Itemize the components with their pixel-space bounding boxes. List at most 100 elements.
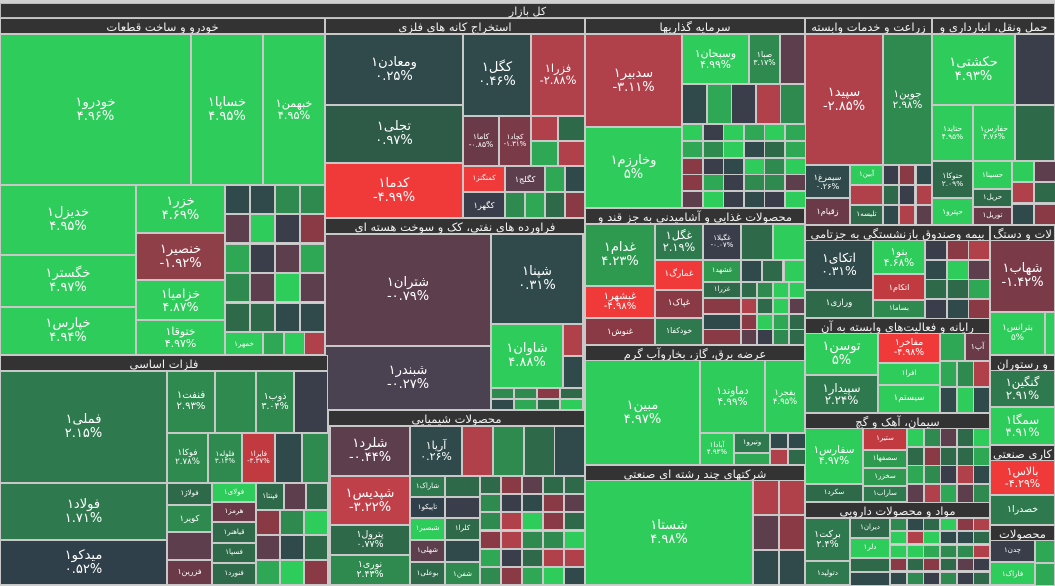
stock-tile[interactable]: تاپیکو۱ bbox=[410, 497, 445, 518]
stock-tile-small[interactable] bbox=[215, 371, 256, 433]
stock-tile-small[interactable] bbox=[1012, 161, 1034, 182]
stock-tile-small[interactable] bbox=[907, 428, 924, 447]
stock-tile-small[interactable] bbox=[916, 205, 932, 225]
stock-tile[interactable]: آبین۱ bbox=[850, 165, 883, 185]
stock-tile-small[interactable] bbox=[275, 433, 302, 483]
stock-tile[interactable]: ونیرو۱ bbox=[734, 433, 770, 453]
stock-tile-small[interactable] bbox=[757, 329, 773, 345]
stock-tile-small[interactable] bbox=[275, 303, 300, 332]
stock-tile-small[interactable] bbox=[493, 426, 524, 476]
stock-tile-small[interactable] bbox=[275, 244, 300, 273]
stock-tile-small[interactable] bbox=[167, 532, 212, 560]
stock-tile[interactable]: خزر۱ ۴.۶۹% bbox=[136, 185, 225, 233]
stock-tile-small[interactable] bbox=[250, 273, 275, 302]
stock-tile-small[interactable] bbox=[505, 192, 525, 218]
stock-tile[interactable]: کچاد۱ -۱.۳۱% bbox=[499, 116, 531, 166]
stock-tile[interactable]: توریل۱ bbox=[973, 207, 1012, 225]
stock-tile-small[interactable] bbox=[501, 476, 522, 494]
stock-tile-small[interactable] bbox=[940, 518, 957, 531]
stock-tile-small[interactable] bbox=[789, 314, 805, 330]
stock-tile-small[interactable] bbox=[682, 124, 703, 141]
stock-tile-small[interactable] bbox=[973, 465, 990, 484]
stock-tile-small[interactable] bbox=[883, 185, 899, 205]
stock-tile-small[interactable] bbox=[1045, 312, 1055, 355]
stock-tile-small[interactable] bbox=[907, 558, 924, 571]
stock-tile[interactable]: آریا۱ ۰.۲۶% bbox=[410, 426, 462, 476]
stock-tile[interactable]: خدیزل۱ ۴.۹۵% bbox=[0, 185, 136, 255]
stock-tile[interactable]: اتکای۱ ۰.۳۱% bbox=[805, 240, 873, 290]
stock-tile[interactable]: خبهمن۱ ۴.۹۵% bbox=[263, 34, 325, 185]
stock-tile-small[interactable] bbox=[480, 531, 501, 549]
stock-tile-small[interactable] bbox=[770, 433, 788, 449]
stock-tile-small[interactable] bbox=[514, 388, 537, 399]
stock-tile[interactable]: شتران۱ -۰.۷۹% bbox=[325, 234, 491, 346]
stock-tile[interactable]: ختوقا۱ ۴.۹۷% bbox=[136, 320, 225, 355]
stock-tile-small[interactable] bbox=[899, 205, 915, 225]
stock-tile-small[interactable] bbox=[558, 116, 585, 141]
stock-tile[interactable]: شاوان۱ ۴.۸۸% bbox=[491, 324, 563, 388]
stock-tile-small[interactable] bbox=[789, 282, 805, 298]
stock-tile-small[interactable] bbox=[300, 185, 325, 214]
stock-tile-small[interactable] bbox=[531, 141, 558, 166]
stock-tile[interactable]: صبا۱ ۳.۱۷% bbox=[749, 34, 780, 84]
stock-tile-small[interactable] bbox=[924, 465, 941, 484]
stock-tile-small[interactable] bbox=[968, 279, 990, 299]
stock-tile-small[interactable] bbox=[524, 426, 555, 476]
stock-tile[interactable]: فولاژ۱ bbox=[167, 483, 212, 505]
stock-tile-small[interactable] bbox=[723, 158, 744, 175]
stock-tile[interactable]: دلر۱ bbox=[850, 538, 890, 558]
stock-tile-small[interactable] bbox=[883, 165, 899, 185]
stock-tile-small[interactable] bbox=[907, 531, 924, 544]
stock-tile-small[interactable] bbox=[785, 124, 806, 141]
stock-tile-small[interactable] bbox=[753, 480, 779, 515]
stock-tile-small[interactable] bbox=[899, 185, 915, 205]
stock-tile[interactable]: کلرا۱ bbox=[445, 518, 480, 540]
stock-tile-small[interactable] bbox=[256, 535, 280, 560]
stock-tile-small[interactable] bbox=[1035, 540, 1055, 563]
stock-tile-small[interactable] bbox=[731, 84, 756, 124]
stock-tile-small[interactable] bbox=[522, 549, 543, 567]
stock-tile-small[interactable] bbox=[514, 399, 537, 410]
stock-tile-small[interactable] bbox=[753, 550, 779, 585]
stock-tile-small[interactable] bbox=[973, 531, 990, 544]
stock-tile[interactable]: افرا۱ bbox=[878, 363, 940, 385]
stock-tile-small[interactable] bbox=[923, 558, 940, 571]
stock-tile-small[interactable] bbox=[543, 476, 564, 494]
stock-tile-small[interactable] bbox=[924, 447, 941, 466]
stock-tile-small[interactable] bbox=[773, 314, 789, 330]
stock-tile[interactable]: شستا۱ ۴.۹۸% bbox=[585, 480, 753, 585]
stock-tile[interactable]: فنورد۱ bbox=[212, 563, 256, 585]
stock-tile[interactable]: کویر۱ bbox=[167, 505, 212, 532]
stock-tile-small[interactable] bbox=[890, 518, 907, 531]
stock-tile[interactable]: شاراک۱ bbox=[410, 476, 445, 497]
stock-tile[interactable]: چدن۱ bbox=[990, 540, 1035, 562]
stock-tile-small[interactable] bbox=[779, 550, 805, 585]
stock-tile-small[interactable] bbox=[973, 484, 990, 503]
stock-tile[interactable]: غزرا۱ bbox=[703, 282, 741, 298]
stock-tile-small[interactable] bbox=[522, 512, 543, 530]
stock-tile[interactable]: غمارگ۱ bbox=[655, 260, 703, 290]
stock-tile[interactable]: ساراب۱ bbox=[863, 486, 907, 502]
stock-tile-small[interactable] bbox=[703, 314, 741, 330]
stock-tile-small[interactable] bbox=[501, 494, 522, 512]
stock-tile[interactable]: شبصیر۱ bbox=[410, 518, 445, 540]
stock-tile-small[interactable] bbox=[957, 518, 974, 531]
stock-tile-small[interactable] bbox=[744, 191, 765, 208]
stock-tile-small[interactable] bbox=[280, 535, 304, 560]
stock-tile[interactable]: کدما۱ -۴.۹۹% bbox=[325, 163, 463, 218]
stock-tile-small[interactable] bbox=[294, 371, 328, 433]
stock-tile-small[interactable] bbox=[947, 260, 969, 280]
stock-tile-small[interactable] bbox=[973, 447, 990, 466]
stock-tile-small[interactable] bbox=[741, 329, 757, 345]
stock-tile[interactable]: شفن۱ bbox=[445, 562, 480, 585]
stock-tile-small[interactable] bbox=[734, 453, 770, 465]
stock-tile-small[interactable] bbox=[940, 545, 957, 558]
stock-tile-small[interactable] bbox=[1015, 34, 1055, 105]
stock-tile-small[interactable] bbox=[764, 191, 785, 208]
stock-tile[interactable]: کاما۱ -۰.۸۵% bbox=[463, 116, 499, 166]
stock-tile-small[interactable] bbox=[225, 303, 250, 332]
stock-tile-small[interactable] bbox=[300, 303, 325, 332]
stock-tile[interactable]: شپدیس۱ -۳.۲۲% bbox=[330, 476, 410, 525]
stock-tile[interactable]: بنو۱ ۴.۶۸% bbox=[873, 240, 925, 274]
stock-tile[interactable]: حکشتی۱ ۴.۹۳% bbox=[932, 34, 1015, 105]
